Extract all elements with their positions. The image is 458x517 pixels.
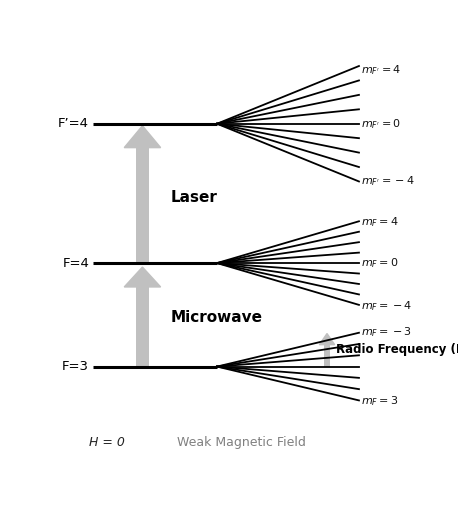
Text: Laser: Laser [171,190,218,205]
Bar [324,345,330,367]
Polygon shape [124,267,161,287]
Bar [136,148,149,263]
Text: $m_{F'} = 0$: $m_{F'} = 0$ [361,117,401,131]
Polygon shape [124,126,161,148]
Polygon shape [319,333,335,345]
Text: Weak Magnetic Field: Weak Magnetic Field [177,436,306,449]
Text: $m_F = 3$: $m_F = 3$ [361,394,398,408]
Text: F=4: F=4 [62,256,89,269]
Text: $m_{F'} = 4$: $m_{F'} = 4$ [361,63,401,77]
Bar [136,287,149,367]
Text: $m_{F'} = -4$: $m_{F'} = -4$ [361,175,414,188]
Text: $m_F = -4$: $m_F = -4$ [361,299,412,313]
Text: H = 0: H = 0 [89,436,125,449]
Text: Microwave: Microwave [171,310,263,325]
Text: F=3: F=3 [62,360,89,373]
Text: $m_F = -3$: $m_F = -3$ [361,325,412,339]
Text: Radio Frequency (RF): Radio Frequency (RF) [336,343,458,356]
Text: $m_F = 4$: $m_F = 4$ [361,215,398,229]
Text: $m_F = 0$: $m_F = 0$ [361,256,398,270]
Text: F’=4: F’=4 [58,117,89,130]
